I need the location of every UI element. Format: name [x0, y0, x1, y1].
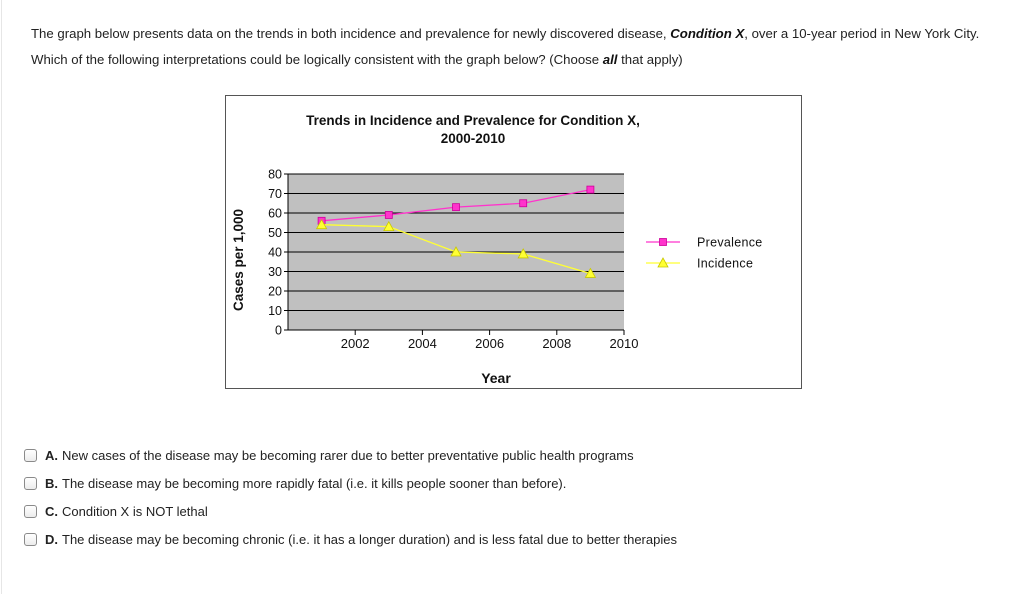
y-tick-label-20: 20	[268, 285, 282, 299]
y-tick-label-80: 80	[268, 168, 282, 182]
incidence-point-2003	[383, 220, 395, 232]
option-b[interactable]: B. The disease may be becoming more rapi…	[24, 472, 824, 494]
y-tick-label-70: 70	[268, 187, 282, 201]
option-b-letter: B.	[45, 475, 58, 491]
x-tick-label-2006: 2006	[475, 336, 504, 351]
option-c-text: Condition X is NOT lethal	[62, 503, 208, 519]
line-chart: Trends in Incidence and Prevalence for C…	[231, 113, 763, 386]
incidence-point-2005	[450, 246, 462, 257]
chart-container: Trends in Incidence and Prevalence for C…	[225, 95, 802, 389]
x-tick-label-2004: 2004	[408, 336, 437, 351]
option-a-letter: A.	[45, 447, 58, 463]
y-tick-label-40: 40	[268, 246, 282, 260]
x-tick-label-2002: 2002	[341, 336, 370, 351]
x-tick-label-2008: 2008	[542, 336, 571, 351]
legend-prevalence-label: Prevalence	[697, 236, 763, 250]
option-d[interactable]: D. The disease may be becoming chronic (…	[24, 528, 824, 550]
chart-title-line-2: 2000-2010	[441, 131, 506, 146]
legend-incidence-marker	[657, 257, 669, 268]
question-part-1: The graph below presents data on the tre…	[31, 26, 671, 41]
option-c[interactable]: C. Condition X is NOT lethal	[24, 500, 824, 522]
left-divider	[1, 0, 2, 594]
option-a-text: New cases of the disease may be becoming…	[62, 447, 634, 463]
option-a-checkbox[interactable]	[24, 448, 37, 462]
legend-incidence-label: Incidence	[697, 257, 753, 271]
emphasis-all: all	[602, 52, 618, 67]
y-axis-title: Cases per 1,000	[231, 209, 246, 311]
condition-name: Condition X	[670, 26, 745, 41]
legend-prevalence-marker	[659, 238, 667, 246]
incidence-point-2009	[584, 267, 597, 278]
incidence-point-2007	[517, 248, 529, 259]
y-tick-label-60: 60	[268, 207, 282, 221]
option-a[interactable]: A. New cases of the disease may be becom…	[24, 444, 824, 466]
y-tick-label-50: 50	[268, 226, 282, 240]
prevalence-point-2003	[384, 211, 393, 219]
option-d-checkbox[interactable]	[24, 532, 37, 546]
y-tick-label-0: 0	[275, 324, 282, 338]
y-tick-label-30: 30	[268, 265, 282, 279]
x-tick-label-2010: 2010	[610, 336, 639, 351]
option-b-text: The disease may be becoming more rapidly…	[62, 475, 567, 491]
prevalence-point-2007	[519, 199, 528, 208]
x-axis-title: Year	[481, 370, 511, 386]
incidence-point-2001	[315, 218, 328, 230]
option-c-letter: C.	[45, 503, 58, 519]
question-part-3: that apply)	[617, 52, 683, 67]
y-tick-label-10: 10	[268, 304, 282, 318]
option-d-text: The disease may be becoming chronic (i.e…	[62, 531, 677, 547]
option-d-letter: D.	[45, 531, 58, 547]
question-part-2: , over a 10-year period in New York City…	[31, 26, 980, 67]
prevalence-point-2009	[586, 185, 595, 194]
option-b-checkbox[interactable]	[24, 476, 37, 490]
prevalence-point-2005	[452, 203, 460, 212]
chart-title-line-1: Trends in Incidence and Prevalence for C…	[306, 113, 640, 128]
question-text: The graph below presents data on the tre…	[31, 21, 991, 73]
option-c-checkbox[interactable]	[24, 504, 37, 518]
